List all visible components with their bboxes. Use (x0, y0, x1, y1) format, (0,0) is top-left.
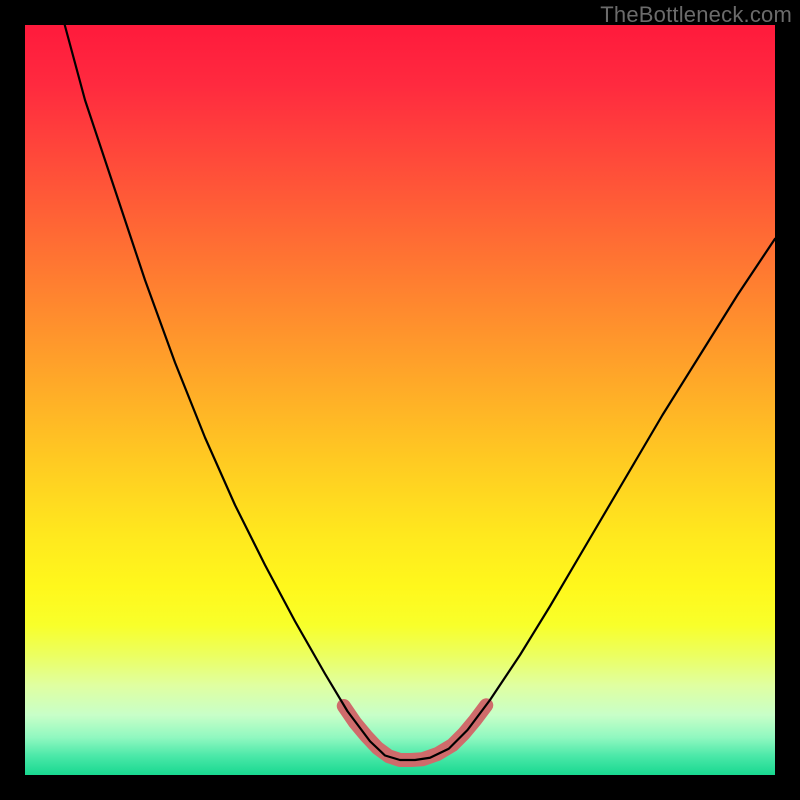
chart-container: TheBottleneck.com (0, 0, 800, 800)
bottleneck-chart (0, 0, 800, 800)
watermark-text: TheBottleneck.com (600, 2, 792, 28)
plot-background (25, 25, 775, 775)
